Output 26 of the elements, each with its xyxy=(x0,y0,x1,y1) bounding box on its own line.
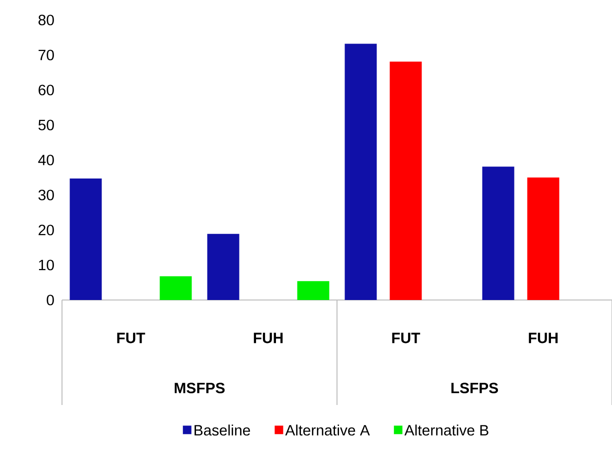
bar xyxy=(527,178,560,300)
x-tick-label: FUH xyxy=(528,332,558,344)
legend-label: Baseline xyxy=(194,424,250,436)
legend-label: Alternative A xyxy=(285,424,370,436)
y-tick-label: 0 xyxy=(46,294,54,306)
y-tick-label: 30 xyxy=(38,190,54,200)
bar xyxy=(390,62,422,300)
y-tick-label: 60 xyxy=(38,84,54,96)
x-tick-label: FUT xyxy=(117,332,146,344)
bar xyxy=(70,178,102,300)
text: MSFPS xyxy=(174,382,225,394)
y-tick-label: 20 xyxy=(38,224,54,236)
y-tick-label: 50 xyxy=(38,120,54,130)
y-tick-label: 70 xyxy=(38,50,54,60)
bar xyxy=(344,44,377,300)
text: LSFPS xyxy=(451,382,498,394)
bar xyxy=(297,281,330,300)
x-tick-label: FUH xyxy=(254,332,283,344)
x-tick-label: FUT xyxy=(392,332,420,344)
legend-label: Alternative B xyxy=(404,424,488,436)
bar xyxy=(207,234,240,300)
y-tick-label: 40 xyxy=(38,154,54,166)
bar xyxy=(482,166,514,300)
bar xyxy=(160,276,192,300)
y-tick-label: 10 xyxy=(39,260,54,270)
y-tick-label: 80 xyxy=(38,14,54,26)
